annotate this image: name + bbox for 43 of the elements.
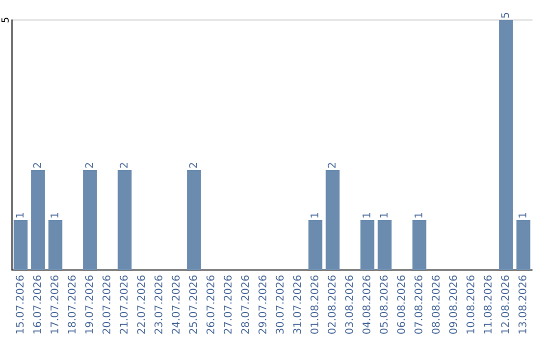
x-tick-label: 12.08.2026 — [501, 276, 510, 334]
data-label: 2 — [120, 163, 128, 168]
data-label: 2 — [33, 163, 41, 168]
x-tick-label: 07.08.2026 — [414, 276, 422, 334]
data-label: 2 — [189, 163, 197, 168]
data-label: 2 — [328, 163, 336, 168]
x-tick-label: 01.08.2026 — [310, 276, 318, 334]
x-tick-label: 28.07.2026 — [241, 276, 250, 334]
x-tick-label: 20.07.2026 — [102, 276, 110, 334]
x-tick-label: 09.08.2026 — [449, 276, 458, 334]
x-tick-label: 10.08.2026 — [466, 276, 474, 334]
x-tick-label: 11.08.2026 — [484, 276, 492, 334]
x-tick-label: 25.07.2026 — [189, 276, 198, 334]
data-label: 1 — [50, 212, 58, 218]
x-tick-label: 17.07.2026 — [50, 276, 58, 334]
x-tick-label: 31.07.2026 — [293, 276, 302, 334]
data-label: 1 — [518, 212, 526, 218]
data-label: 1 — [310, 212, 318, 218]
x-tick-label: 18.07.2026 — [68, 276, 76, 334]
data-label: 1 — [414, 212, 422, 218]
data-label: 1 — [16, 212, 24, 218]
data-label: 1 — [380, 212, 388, 218]
x-tick-label: 22.07.2026 — [137, 276, 146, 334]
x-tick-label: 19.07.2026 — [85, 276, 94, 334]
x-tick-label: 29.07.2026 — [258, 276, 266, 334]
x-tick-label: 26.07.2026 — [206, 276, 214, 334]
x-tick-label: 27.07.2026 — [224, 276, 232, 334]
x-tick-label: 04.08.2026 — [362, 276, 370, 334]
x-tick-label: 21.07.2026 — [120, 276, 128, 334]
x-tick-label: 03.08.2026 — [345, 276, 354, 334]
x-tick-label: 13.08.2026 — [518, 276, 526, 334]
x-tick-label: 02.08.2026 — [328, 276, 336, 334]
x-tick-label: 16.07.2026 — [33, 276, 42, 334]
x-tick-label: 05.08.2026 — [380, 276, 388, 334]
data-label: 1 — [362, 212, 370, 218]
x-tick-label: 06.08.2026 — [397, 276, 406, 334]
data-label: 2 — [85, 163, 93, 168]
data-label: 5 — [501, 12, 510, 18]
x-tick-label: 23.07.2026 — [154, 276, 162, 334]
x-tick-label: 24.07.2026 — [172, 276, 180, 334]
x-tick-label: 08.08.2026 — [432, 276, 440, 334]
x-tick-label: 15.07.2026 — [16, 276, 24, 334]
x-tick-label: 30.07.2026 — [276, 276, 284, 334]
